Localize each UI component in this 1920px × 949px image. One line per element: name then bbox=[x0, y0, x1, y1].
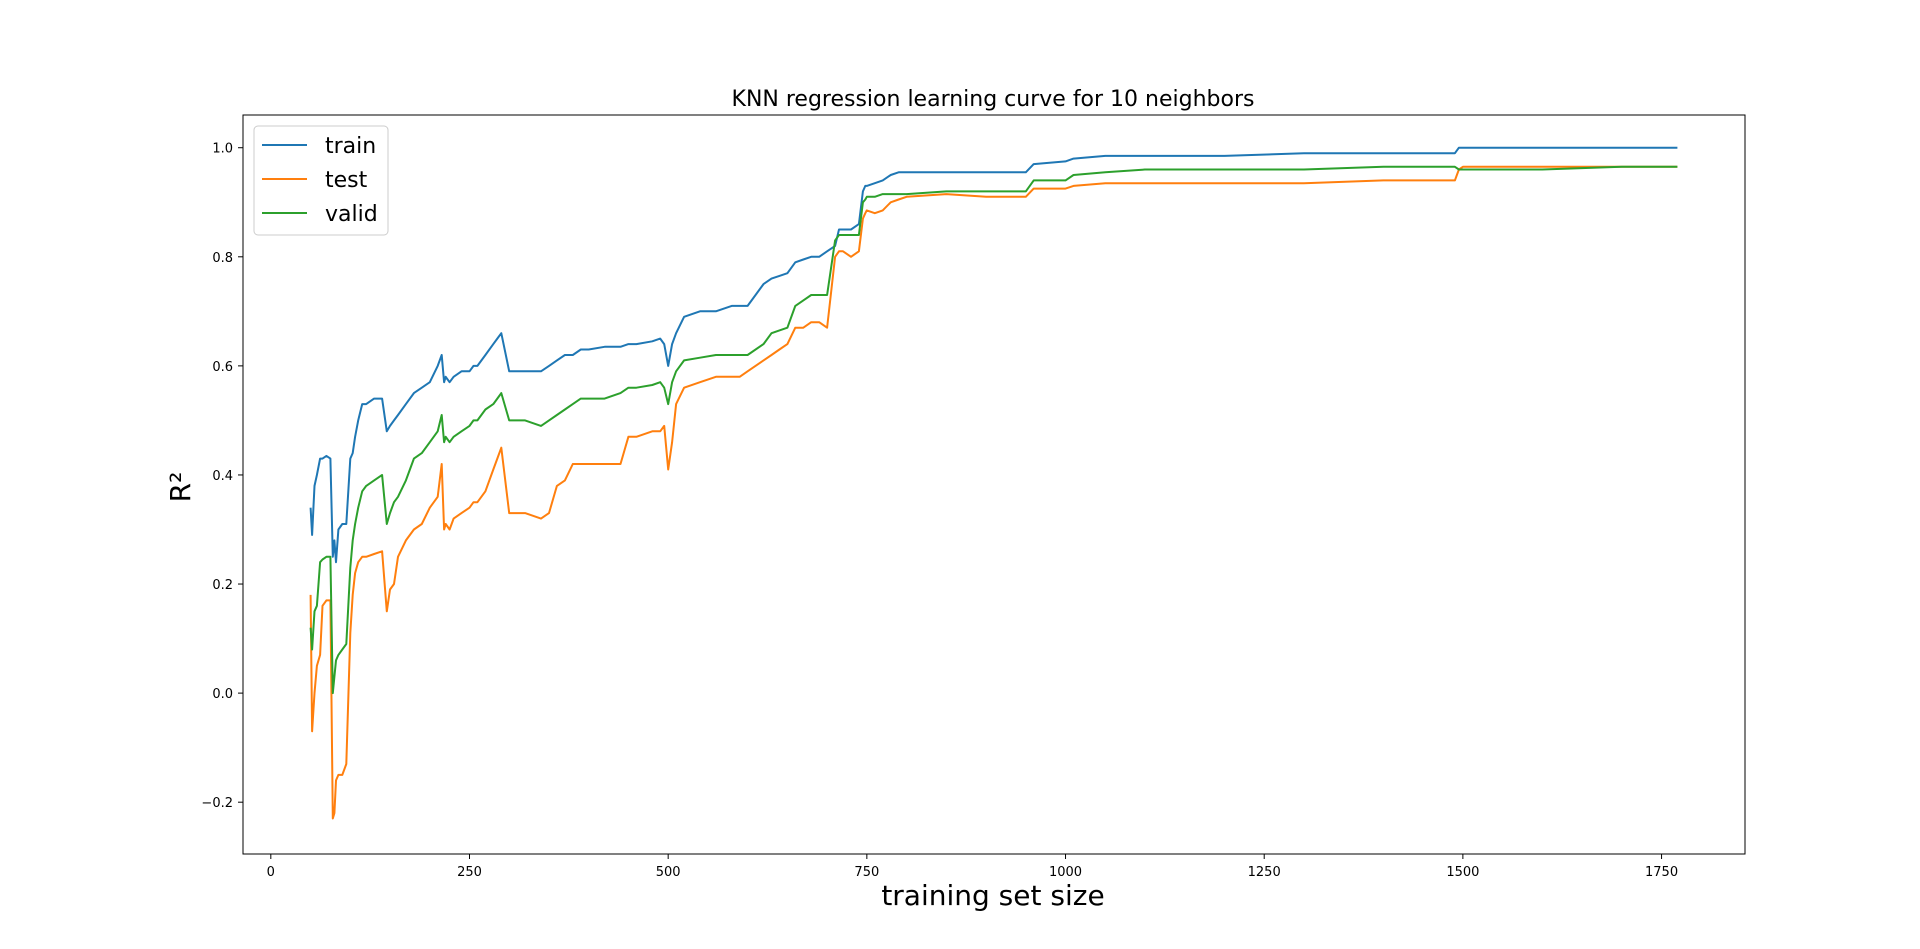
legend-items: train test valid bbox=[262, 134, 378, 227]
legend-label-test: test bbox=[325, 168, 368, 193]
x-tick-label: 1500 bbox=[1446, 865, 1479, 880]
x-ticks: 0 250 500 750 1000 1250 1500 1750 bbox=[267, 854, 1678, 880]
y-tick-label: 0.2 bbox=[212, 578, 233, 593]
chart-title: KNN regression learning curve for 10 nei… bbox=[732, 87, 1255, 112]
y-tick-label: 0.0 bbox=[212, 687, 233, 702]
y-tick-label: 0.8 bbox=[212, 251, 233, 266]
y-tick-label: −0.2 bbox=[201, 796, 233, 811]
x-tick-label: 0 bbox=[267, 865, 275, 880]
plot-area bbox=[242, 114, 1746, 855]
legend: train test valid bbox=[253, 125, 389, 236]
series-line-test bbox=[309, 165, 1678, 820]
series-line-train bbox=[309, 146, 1678, 564]
y-tick-label: 0.4 bbox=[212, 469, 233, 484]
x-tick-label: 250 bbox=[457, 865, 482, 880]
x-axis-label: training set size bbox=[881, 879, 1104, 912]
y-tick-label: 0.6 bbox=[212, 360, 233, 375]
x-tick-label: 500 bbox=[656, 865, 681, 880]
x-tick-label: 1250 bbox=[1248, 865, 1281, 880]
legend-label-valid: valid bbox=[325, 202, 378, 227]
series-line-valid bbox=[309, 165, 1678, 695]
plot-frame bbox=[242, 114, 1746, 855]
x-tick-label: 1750 bbox=[1645, 865, 1678, 880]
legend-label-train: train bbox=[325, 134, 376, 159]
y-axis-label: R² bbox=[164, 472, 197, 503]
x-tick-label: 750 bbox=[854, 865, 879, 880]
y-tick-label: 1.0 bbox=[212, 142, 233, 157]
y-ticks: −0.2 0.0 0.2 0.4 0.6 0.8 1.0 bbox=[201, 142, 243, 811]
series-lines bbox=[309, 146, 1678, 820]
x-tick-label: 1000 bbox=[1049, 865, 1082, 880]
legend-box bbox=[253, 125, 389, 236]
